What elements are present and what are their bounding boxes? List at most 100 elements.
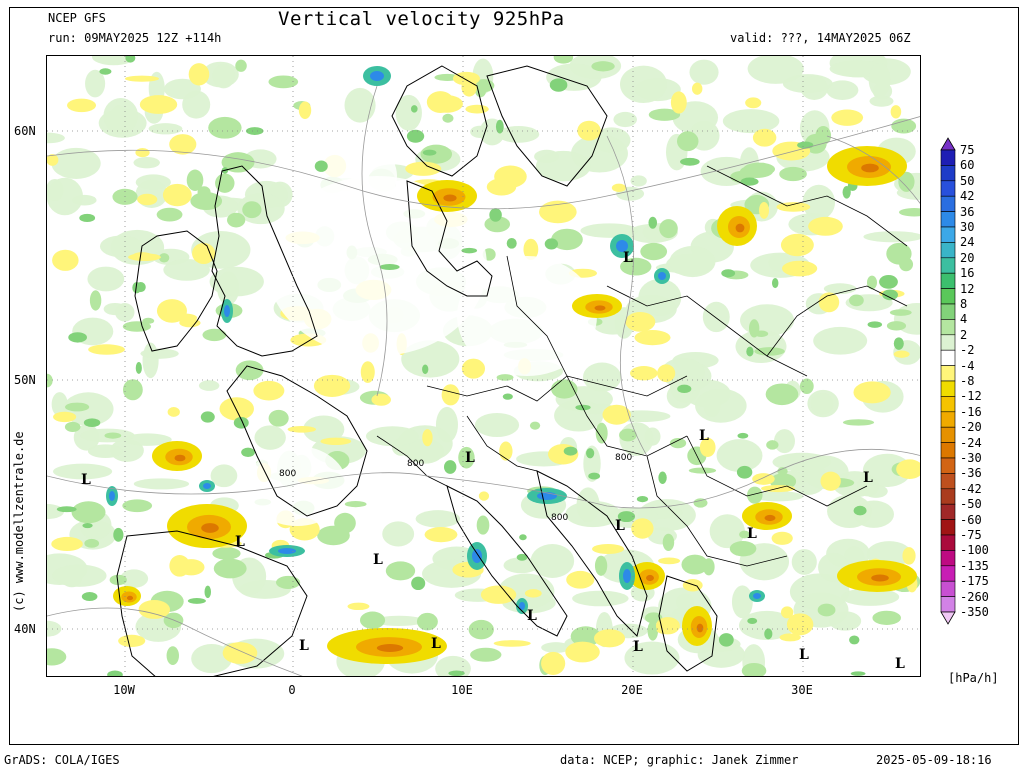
velocity-patch (586, 448, 595, 459)
velocity-patch (648, 108, 681, 121)
colorbar-swatch (940, 257, 956, 274)
colorbar-unit: [hPa/h] (948, 671, 999, 685)
velocity-patch (298, 101, 312, 120)
velocity-patch (752, 128, 777, 147)
velocity-patch (702, 301, 730, 333)
velocity-patch (118, 634, 146, 648)
colorbar-level-label: 36 (960, 204, 975, 219)
velocity-patch (382, 521, 415, 547)
colorbar-level-label: 42 (960, 189, 975, 204)
velocity-patch (841, 588, 900, 606)
country-border (426, 375, 688, 402)
velocity-patch (87, 266, 125, 292)
colorbar-swatch (940, 426, 956, 443)
velocity-patch (658, 557, 681, 565)
velocity-patch (800, 75, 829, 100)
velocity-patch (680, 157, 700, 166)
colorbar-swatch (940, 519, 956, 536)
velocity-patch (493, 640, 531, 647)
low-pressure-marker: L (633, 639, 643, 655)
colorbar-swatch (940, 565, 956, 582)
subsidence-peak (871, 574, 889, 582)
velocity-patch (405, 161, 442, 176)
lon-label-10w: 10W (113, 683, 135, 697)
velocity-patch (213, 558, 247, 579)
velocity-patch (303, 415, 345, 444)
velocity-patch (577, 120, 601, 141)
colorbar-level-label: -12 (960, 389, 982, 404)
velocity-patch (64, 402, 90, 412)
velocity-patch (67, 98, 97, 113)
velocity-patch (791, 549, 817, 575)
velocity-patch (731, 585, 753, 619)
lon-label-10e: 10E (451, 683, 473, 697)
coastline (486, 65, 608, 187)
velocity-patch (831, 109, 864, 126)
velocity-patch (314, 160, 328, 172)
colorbar-swatch (940, 180, 956, 197)
colorbar-level-label: -36 (960, 466, 982, 481)
calm-area (247, 446, 347, 526)
velocity-patch (476, 515, 490, 535)
velocity-patch (747, 617, 758, 625)
velocity-patch (519, 534, 527, 541)
velocity-patch (524, 589, 542, 598)
velocity-patch (478, 491, 490, 501)
velocity-patch (572, 590, 629, 607)
velocity-patch (541, 651, 566, 675)
colorbar-level-label: 20 (960, 250, 975, 265)
velocity-patch (656, 626, 675, 635)
velocity-patch (530, 544, 575, 578)
velocity-patch (204, 585, 212, 599)
lat-label-40n: 40N (14, 622, 36, 636)
velocity-patch (81, 592, 98, 602)
colorbar-swatch (940, 149, 956, 166)
subsidence-peak (696, 623, 704, 633)
velocity-patch (748, 319, 760, 338)
country-border (466, 415, 538, 472)
vertical-velocity-field: L L L L L L L L L L L L L L L 800 800 800 800 (47, 56, 920, 676)
velocity-patch (87, 444, 124, 459)
ascent-core (658, 272, 666, 280)
velocity-patch (379, 263, 400, 270)
velocity-patch (422, 149, 437, 156)
velocity-patch (820, 471, 841, 491)
velocity-patch (739, 530, 750, 539)
map-title: Vertical velocity 925hPa (278, 8, 565, 30)
velocity-patch (866, 275, 877, 290)
colorbar-level-label: -60 (960, 512, 982, 527)
ascent-core (109, 491, 115, 501)
velocity-patch (480, 585, 517, 604)
ascent-core (224, 305, 230, 317)
velocity-patch (420, 144, 453, 164)
velocity-patch (245, 127, 264, 135)
velocity-patch (122, 379, 143, 401)
velocity-patch (415, 510, 461, 528)
subsidence-peak (594, 305, 606, 311)
velocity-patch (893, 337, 904, 350)
velocity-patch (551, 228, 583, 251)
velocity-patch (549, 78, 568, 92)
velocity-patch (595, 422, 608, 444)
velocity-patch (747, 56, 804, 84)
velocity-patch (503, 557, 539, 574)
velocity-patch (47, 132, 65, 144)
velocity-patch (233, 416, 249, 429)
colorbar-level-label: -2 (960, 343, 975, 358)
velocity-patch (630, 175, 647, 187)
velocity-patch (430, 95, 463, 113)
geopotential-contour (826, 135, 920, 204)
velocity-patch (163, 259, 210, 281)
velocity-patch (636, 496, 649, 503)
velocity-patch (47, 620, 62, 637)
ascent-core (519, 602, 525, 610)
velocity-patch (82, 522, 93, 529)
velocity-patch (120, 569, 149, 588)
velocity-patch (669, 246, 716, 278)
velocity-patch (461, 358, 486, 379)
colorbar-swatch (940, 303, 956, 320)
velocity-patch (773, 429, 795, 454)
velocity-patch (602, 404, 631, 425)
contour-label: 800 (407, 459, 424, 469)
velocity-patch (109, 574, 127, 586)
